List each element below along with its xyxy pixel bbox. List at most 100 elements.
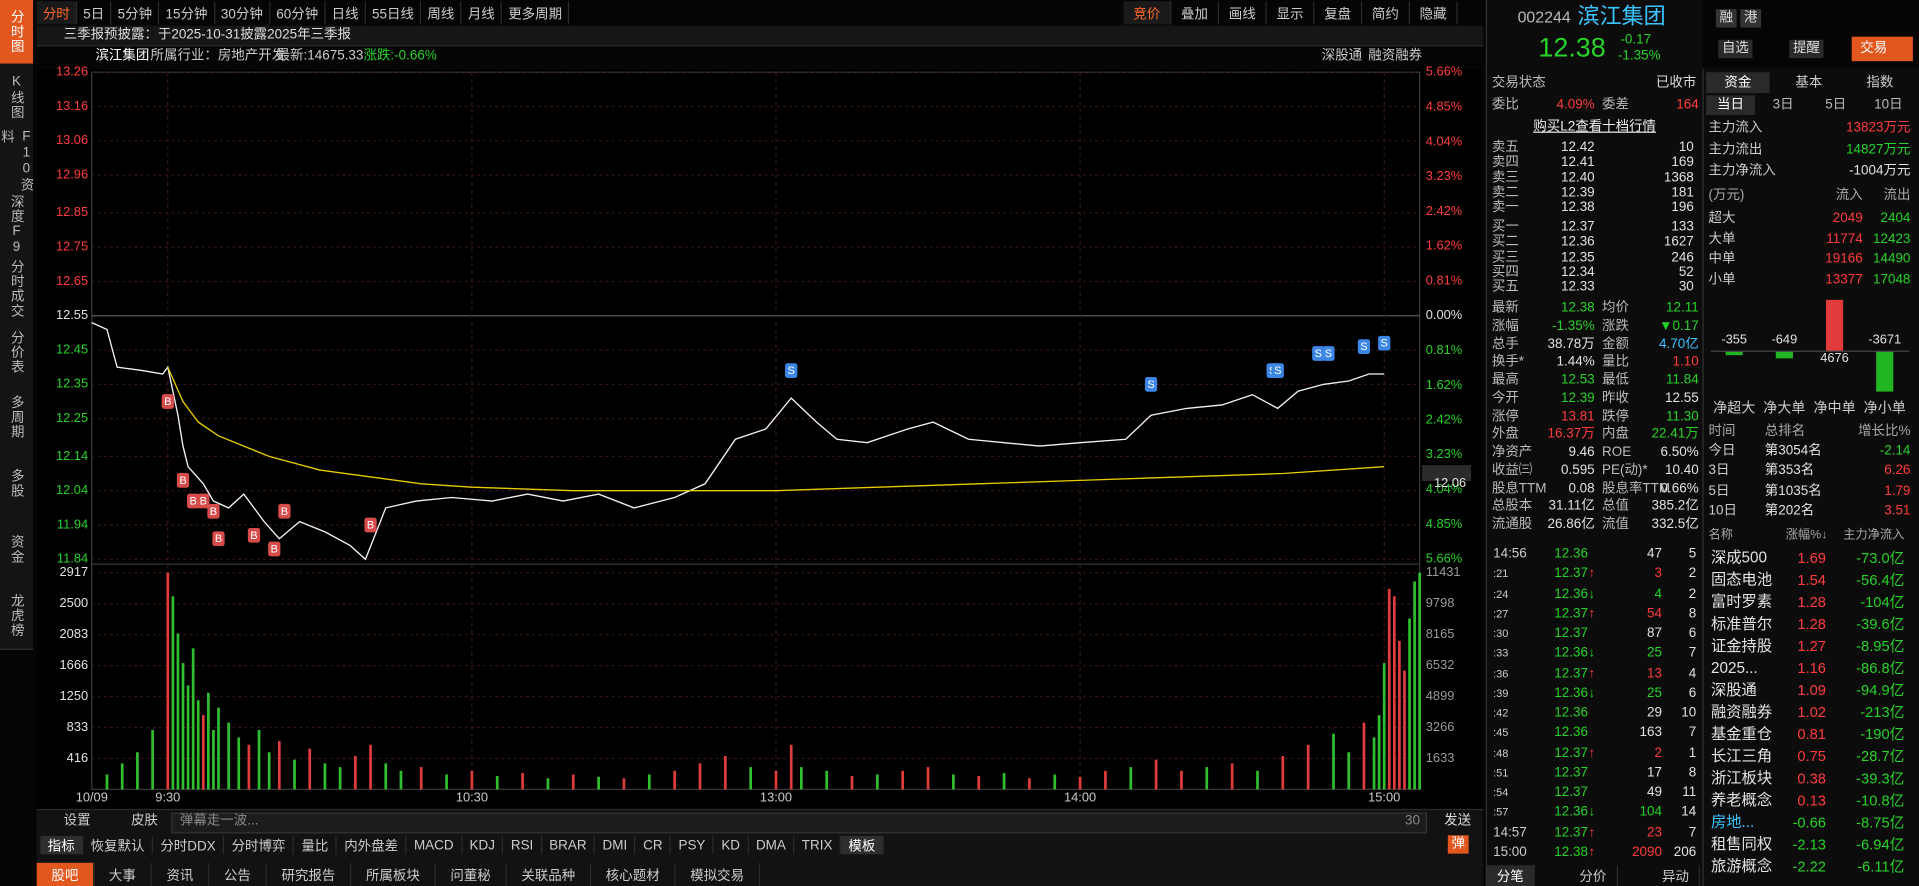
tab[interactable]: 30分钟 bbox=[215, 1, 271, 25]
tab[interactable]: 分笔 bbox=[1486, 865, 1535, 886]
tab[interactable]: 股吧 bbox=[36, 862, 95, 886]
side-tab[interactable]: 多周期 bbox=[0, 384, 34, 452]
tab[interactable]: 复盘 bbox=[1314, 1, 1363, 25]
tab[interactable]: 问董秘 bbox=[436, 862, 507, 886]
fund-tab-active[interactable] bbox=[1706, 72, 1770, 94]
side-tab[interactable]: 分时图 bbox=[0, 0, 34, 65]
tab[interactable]: 关联品种 bbox=[507, 862, 592, 886]
tab[interactable]: 分时 bbox=[36, 1, 78, 25]
label[interactable]: 指数 bbox=[1866, 75, 1894, 90]
label[interactable]: 融 bbox=[1715, 9, 1737, 28]
side-tab[interactable]: 多股 bbox=[0, 450, 34, 518]
label[interactable]: 浙江板块 bbox=[1710, 769, 1773, 787]
indicator[interactable]: KDJ bbox=[462, 835, 504, 855]
label[interactable]: 5日 bbox=[1825, 97, 1847, 112]
indicator[interactable]: TRIX bbox=[794, 835, 842, 855]
tab[interactable]: 分价 bbox=[1570, 865, 1618, 886]
indicator[interactable]: DMA bbox=[749, 835, 795, 855]
label[interactable]: 融资融券 bbox=[1710, 703, 1773, 721]
label: 今开 bbox=[1491, 390, 1519, 406]
tab[interactable]: 周线 bbox=[421, 1, 462, 25]
label[interactable]: 深股通 bbox=[1321, 48, 1363, 64]
label[interactable]: 当日 bbox=[1717, 97, 1744, 112]
side-tab[interactable]: 深度F9 bbox=[0, 193, 34, 259]
label[interactable]: 3日 bbox=[1772, 97, 1794, 112]
label[interactable]: 证金持股 bbox=[1710, 637, 1773, 655]
label[interactable]: 基本 bbox=[1795, 75, 1823, 90]
label[interactable]: 资金 bbox=[1724, 75, 1752, 90]
label[interactable]: 提醒 bbox=[1789, 39, 1824, 59]
tab[interactable]: 大事 bbox=[94, 862, 152, 886]
tab[interactable]: 简约 bbox=[1362, 1, 1410, 25]
indicator[interactable]: 分时DDX bbox=[153, 835, 225, 855]
tab[interactable]: 15分钟 bbox=[159, 1, 215, 25]
tab[interactable]: 所属板块 bbox=[351, 862, 436, 886]
label[interactable]: 2025... bbox=[1710, 659, 1758, 677]
side-tab[interactable]: 分时成交 bbox=[0, 257, 34, 322]
label: -1.35% bbox=[1617, 48, 1661, 64]
indicator[interactable]: RSI bbox=[503, 835, 542, 855]
indicator[interactable]: MACD bbox=[407, 835, 463, 855]
tab[interactable]: 模拟交易 bbox=[676, 862, 761, 886]
label[interactable]: 基金重仓 bbox=[1710, 725, 1773, 743]
side-tab[interactable]: 龙虎榜 bbox=[0, 582, 34, 650]
indicator[interactable]: CR bbox=[636, 835, 672, 855]
indicator[interactable]: PSY bbox=[671, 835, 714, 855]
side-tab-label: F10资料 bbox=[0, 129, 34, 193]
side-tab[interactable]: 分价表 bbox=[0, 320, 34, 386]
indicator[interactable]: 指标 bbox=[40, 835, 84, 855]
label[interactable]: 购买L2查看十档行情 bbox=[1533, 119, 1657, 135]
indicator[interactable]: 内外盘差 bbox=[337, 835, 407, 855]
label[interactable]: 弹 bbox=[1447, 835, 1469, 854]
side-tab[interactable]: 资金 bbox=[0, 516, 34, 584]
label[interactable]: 10日 bbox=[1874, 97, 1903, 112]
label[interactable]: 深股通 bbox=[1710, 681, 1757, 699]
label[interactable]: 长江三角 bbox=[1710, 747, 1773, 765]
tab[interactable]: 日线 bbox=[326, 1, 366, 25]
tab[interactable]: 显示 bbox=[1267, 1, 1315, 25]
period-active[interactable] bbox=[1706, 95, 1756, 116]
indicator[interactable]: 分时博弈 bbox=[224, 835, 295, 855]
side-tab[interactable]: K线图 bbox=[0, 63, 34, 131]
label[interactable]: 融资融券 bbox=[1368, 48, 1423, 64]
indicator[interactable]: KD bbox=[714, 835, 749, 855]
tab[interactable]: 公告 bbox=[209, 862, 267, 886]
side-tab[interactable]: F10资料 bbox=[0, 129, 34, 195]
label[interactable]: 固态电池 bbox=[1710, 571, 1773, 589]
tab[interactable]: 研究报告 bbox=[267, 862, 352, 886]
indicator[interactable]: 量比 bbox=[294, 835, 337, 855]
label[interactable]: 标准普尔 bbox=[1710, 615, 1773, 633]
label[interactable]: 养老概念 bbox=[1710, 791, 1773, 809]
tab[interactable]: 隐藏 bbox=[1410, 1, 1458, 25]
tab[interactable]: 5分钟 bbox=[112, 1, 160, 25]
label[interactable]: 富时罗素 bbox=[1710, 593, 1773, 611]
tab[interactable]: 核心题材 bbox=[591, 862, 676, 886]
send-input[interactable] bbox=[171, 812, 1428, 834]
label[interactable]: 发送 bbox=[1444, 813, 1472, 828]
tab[interactable]: 更多周期 bbox=[502, 1, 570, 25]
label[interactable]: 深成500 bbox=[1710, 549, 1768, 567]
indicator[interactable]: 恢复默认 bbox=[83, 835, 153, 855]
tab[interactable]: 叠加 bbox=[1171, 1, 1219, 25]
label[interactable]: 皮肤 bbox=[130, 813, 158, 828]
label[interactable]: 港 bbox=[1740, 9, 1762, 28]
label[interactable]: 设置 bbox=[63, 813, 91, 828]
tab[interactable]: 月线 bbox=[462, 1, 503, 25]
label[interactable]: 交易 bbox=[1860, 40, 1888, 56]
label[interactable]: 自选 bbox=[1718, 39, 1753, 59]
trade-marker-label: S bbox=[1381, 338, 1388, 350]
label[interactable]: 旅游概念 bbox=[1710, 857, 1773, 875]
label[interactable]: 房地... bbox=[1710, 813, 1755, 831]
tab[interactable]: 60分钟 bbox=[270, 1, 326, 25]
label[interactable]: 租售同权 bbox=[1710, 835, 1773, 853]
tab[interactable]: 5日 bbox=[77, 1, 112, 25]
tab[interactable]: 竞价 bbox=[1123, 1, 1172, 25]
tab[interactable]: 异动 bbox=[1652, 865, 1700, 886]
tab[interactable]: 资讯 bbox=[152, 862, 210, 886]
tab[interactable]: 画线 bbox=[1219, 1, 1267, 25]
indicator[interactable]: 模板 bbox=[841, 835, 884, 855]
tab[interactable]: 55日线 bbox=[366, 1, 422, 25]
indicator[interactable]: DMI bbox=[595, 835, 636, 855]
trade-button-bg[interactable] bbox=[1851, 36, 1913, 62]
indicator[interactable]: BRAR bbox=[542, 835, 596, 855]
